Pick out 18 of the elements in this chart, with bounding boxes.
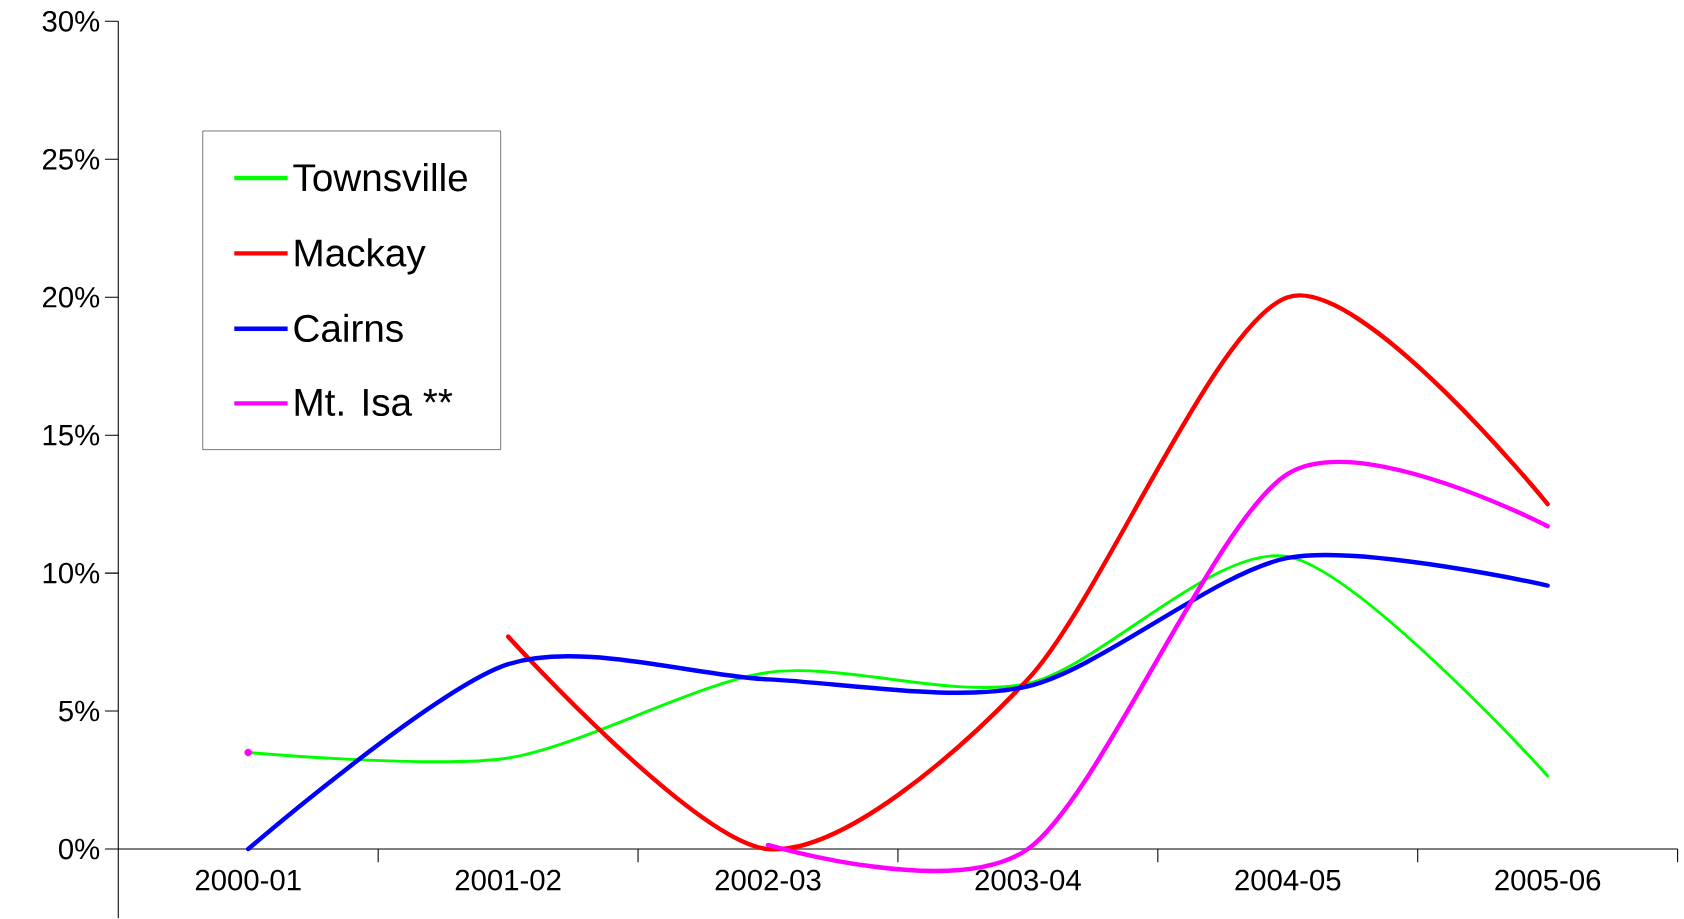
- y-tick-label: 25%: [43, 149, 100, 170]
- x-tick-label: 2004-05: [1235, 869, 1341, 891]
- legend-label: Cairns: [294, 313, 403, 343]
- y-tick-label: 5%: [59, 701, 100, 722]
- y-tick-label: 15%: [43, 425, 100, 446]
- line-series: [505, 294, 1550, 852]
- x-tick-label: 2001-02: [455, 869, 561, 891]
- y-tick-label: 0%: [58, 838, 100, 860]
- y-tick-label: 30%: [42, 11, 100, 32]
- y-tick-label: 10%: [43, 562, 100, 584]
- y-tick-label: 20%: [43, 287, 100, 308]
- x-tick-label: 2005-06: [1495, 869, 1601, 891]
- x-tick-label: 2002-03: [715, 869, 821, 891]
- legend-label: Mackay: [295, 238, 426, 275]
- legend-label: Mt. Isa **: [295, 389, 453, 417]
- x-tick-label: 2003-04: [975, 869, 1081, 891]
- legend-label: Townsville: [293, 163, 467, 192]
- x-tick-label: 2000-01: [195, 869, 301, 891]
